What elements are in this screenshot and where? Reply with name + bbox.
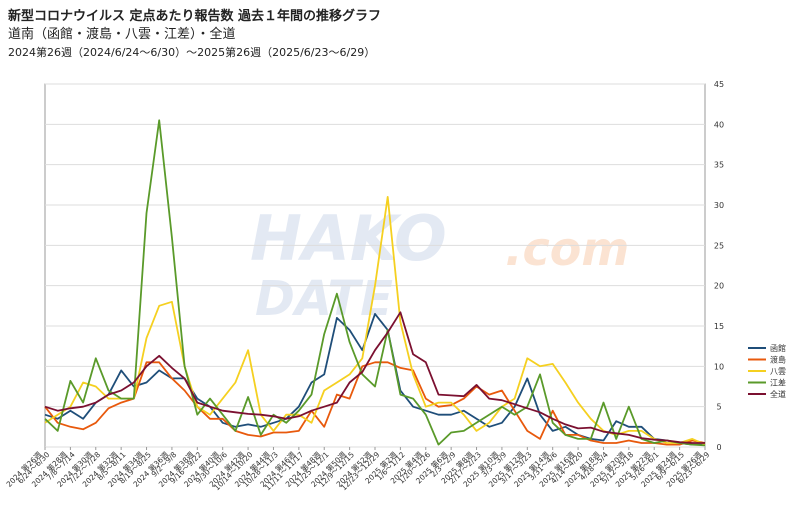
y-tick-label: 35: [714, 161, 724, 170]
series-line: [44, 196, 706, 446]
chart-title: 新型コロナウイルス 定点あたり報告数 過去１年間の推移グラフ: [8, 8, 381, 24]
legend-label: 江差: [770, 378, 786, 388]
y-tick-label: 20: [714, 282, 724, 291]
series-line: [44, 311, 705, 444]
series-line: [44, 361, 706, 446]
series-line: [44, 119, 706, 447]
watermark: .com: [505, 222, 629, 276]
y-tick-label: 15: [714, 322, 724, 331]
legend-label: 渡島: [770, 355, 786, 365]
y-tick-label: 45: [714, 80, 724, 89]
chart-period: 2024第26週（2024/6/24～6/30）～2025第26週（2025/6…: [8, 45, 375, 59]
watermark: HAKO: [250, 202, 447, 275]
y-tick-label: 25: [714, 241, 724, 250]
y-tick-label: 0: [716, 443, 721, 452]
chart-subtitle: 道南（函館・渡島・八雲・江差）・全道: [8, 26, 236, 42]
y-tick-label: 10: [714, 362, 724, 371]
legend-label: 八雲: [770, 367, 786, 376]
legend-label: 函館: [770, 343, 786, 353]
y-tick-label: 40: [714, 120, 724, 129]
series-line: [44, 313, 705, 446]
legend-label: 全道: [770, 389, 786, 399]
y-tick-label: 5: [716, 403, 721, 412]
y-tick-label: 30: [714, 201, 724, 210]
